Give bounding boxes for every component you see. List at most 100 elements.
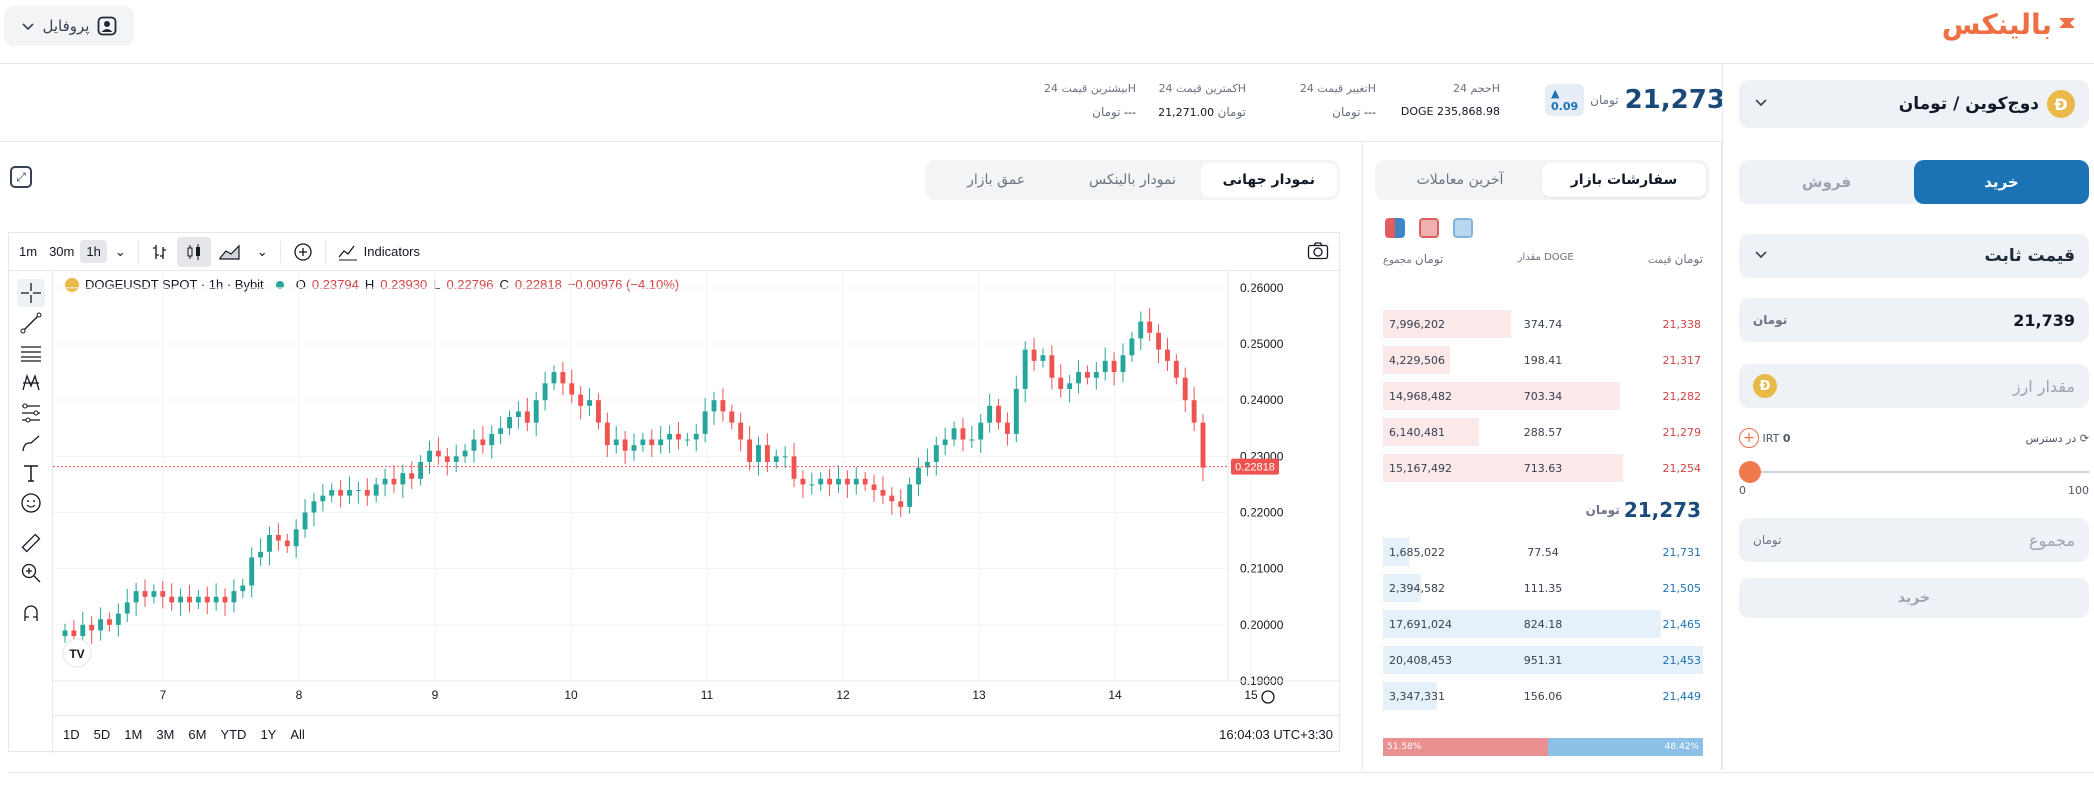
bid-row[interactable]: 1,685,022 77.54 21,731	[1383, 538, 1703, 566]
ask-row[interactable]: 14,968,482 703.34 21,282	[1383, 382, 1703, 410]
axis-settings-icon[interactable]	[1261, 690, 1275, 704]
order-type-label: قیمت ثابت	[1984, 246, 2075, 266]
candle-body	[427, 450, 432, 462]
tab-global-chart[interactable]: نمودار جهانی	[1200, 163, 1337, 197]
bar-chart-icon[interactable]	[143, 243, 177, 261]
profile-menu-button[interactable]: پروفایل	[4, 6, 134, 46]
crosshair-icon[interactable]	[17, 279, 45, 307]
slider-labels: 0 100	[1739, 484, 2089, 497]
text-tool-icon[interactable]	[17, 459, 45, 487]
candle-body	[515, 411, 521, 418]
chart-type-dropdown-icon[interactable]: ⌄	[256, 243, 268, 259]
bid-row[interactable]: 20,408,453 951.31 21,453	[1383, 646, 1703, 674]
range-1y[interactable]: 1Y	[260, 727, 277, 742]
ohlc-c-key: C	[499, 277, 509, 292]
slider-handle[interactable]	[1739, 461, 1761, 483]
tab-market-orders[interactable]: سفارشات بازار	[1542, 163, 1706, 197]
candle-body	[969, 439, 975, 441]
timeframe-dropdown-icon[interactable]: ⌄	[114, 243, 126, 259]
bid-row[interactable]: 3,347,331 156.06 21,449	[1383, 682, 1703, 710]
balinex-logo[interactable]: بالینکس	[1942, 4, 2078, 44]
sell-tab[interactable]: فروش	[1801, 173, 1852, 191]
orderbook-view-toggles	[1385, 218, 1473, 238]
candle-body	[818, 478, 824, 485]
range-3m[interactable]: 3M	[156, 727, 175, 742]
range-6m[interactable]: 6M	[188, 727, 207, 742]
candle-body	[996, 405, 1001, 423]
ruler-icon[interactable]	[17, 529, 45, 557]
amount-slider[interactable]	[1739, 459, 2089, 485]
candle-body	[1200, 422, 1206, 468]
ask-row[interactable]: 15,167,492 713.63 21,254	[1383, 454, 1703, 482]
range-ytd[interactable]: YTD	[220, 727, 247, 742]
col-price: قیمت	[1647, 255, 1672, 266]
candle-body	[1138, 321, 1144, 339]
pattern-icon[interactable]	[17, 369, 45, 397]
y-tick-label: 0.26000	[1240, 281, 1284, 295]
emoji-icon[interactable]	[17, 489, 45, 517]
camera-icon[interactable]	[1307, 241, 1329, 264]
buy-tab[interactable]: خرید	[1914, 160, 2089, 204]
prediction-icon[interactable]	[17, 399, 45, 427]
chevron-down-icon	[1753, 94, 1769, 114]
candles-icon[interactable]	[176, 236, 211, 267]
expand-icon[interactable]: ⤢	[10, 166, 32, 188]
bid-row[interactable]: 17,691,024 824.18 21,465	[1383, 610, 1703, 638]
add-funds-icon[interactable]: +	[1739, 428, 1759, 448]
indicators-button[interactable]: Indicators	[330, 243, 428, 261]
range-1d[interactable]: 1D	[63, 727, 80, 742]
chart-clock[interactable]: 16:04:03 UTC+3:30	[1219, 727, 1333, 742]
candle-body	[693, 433, 699, 440]
submit-buy-button[interactable]: خرید	[1739, 578, 2089, 618]
amount-input[interactable]: مقدار ارز Đ	[1739, 364, 2089, 408]
order-type-select[interactable]: قیمت ثابت	[1739, 234, 2089, 278]
ask-row[interactable]: 4,229,506 198.41 21,317	[1383, 346, 1703, 374]
timeframe-1h[interactable]: 1h	[80, 240, 107, 263]
bid-row[interactable]: 2,394,582 111.35 21,505	[1383, 574, 1703, 602]
range-5d[interactable]: 5D	[93, 727, 111, 742]
tab-recent-trades[interactable]: آخرین معاملات	[1416, 172, 1504, 188]
ask-total: 14,968,482	[1389, 389, 1452, 403]
refresh-icon[interactable]: ⟳	[2079, 431, 2089, 445]
view-asks-icon[interactable]	[1419, 218, 1439, 238]
tab-market-depth[interactable]: عمق بازار	[967, 172, 1026, 188]
profile-label: پروفایل	[42, 17, 90, 35]
slider-track[interactable]	[1747, 471, 2089, 473]
zoom-in-icon[interactable]	[17, 559, 45, 587]
total-input[interactable]: مجموع تومان	[1739, 518, 2089, 562]
range-1m[interactable]: 1M	[124, 727, 143, 742]
toman-unit: تومان	[1585, 503, 1620, 517]
price-chart[interactable]: 0.260000.250000.240000.230000.220000.210…	[53, 271, 1341, 715]
candle-body	[382, 478, 388, 485]
pair-selector[interactable]: Đ دوج‌کوین / تومان	[1739, 80, 2089, 128]
add-compare-icon[interactable]	[285, 242, 321, 262]
price-input[interactable]: 21,739 تومان	[1739, 298, 2089, 342]
view-both-icon[interactable]	[1385, 218, 1405, 238]
view-bids-icon[interactable]	[1453, 218, 1473, 238]
range-all[interactable]: All	[290, 727, 305, 742]
candle-body	[1049, 355, 1055, 378]
ask-row[interactable]: 6,140,481 288.57 21,279	[1383, 418, 1703, 446]
timeframe-30m[interactable]: 30m	[49, 244, 75, 259]
area-chart-icon[interactable]	[211, 243, 249, 261]
magnet-icon[interactable]	[17, 599, 45, 627]
brush-icon[interactable]	[17, 429, 45, 457]
ask-row[interactable]: 7,996,202 374.74 21,338	[1383, 310, 1703, 338]
stat-volume-value: 235,868.98	[1437, 105, 1500, 118]
timeframe-1m[interactable]: 1m	[19, 244, 38, 259]
chart-area: ⤢ نمودار جهانی نمودار بالینکس عمق بازار …	[0, 142, 1362, 770]
orderbook-header: تومان مجموع مقدار DOGE تومان قیمت	[1383, 252, 1703, 266]
candle-body	[329, 490, 335, 496]
bid-amount: 824.18	[1523, 617, 1563, 631]
tab-balinex-chart[interactable]: نمودار بالینکس	[1089, 172, 1177, 188]
logo-text: بالینکس	[1941, 7, 2052, 41]
fib-lines-icon[interactable]	[17, 339, 45, 367]
trend-line-icon[interactable]	[17, 309, 45, 337]
bid-total: 17,691,024	[1389, 617, 1452, 631]
depth-bar	[1383, 538, 1409, 566]
mid-price: تومان 21,273	[1586, 498, 1701, 522]
x-tick-label: 11	[701, 688, 714, 702]
ask-amount: 288.57	[1523, 425, 1563, 439]
bid-price: 21,731	[1662, 545, 1702, 559]
candle-body	[498, 428, 504, 434]
